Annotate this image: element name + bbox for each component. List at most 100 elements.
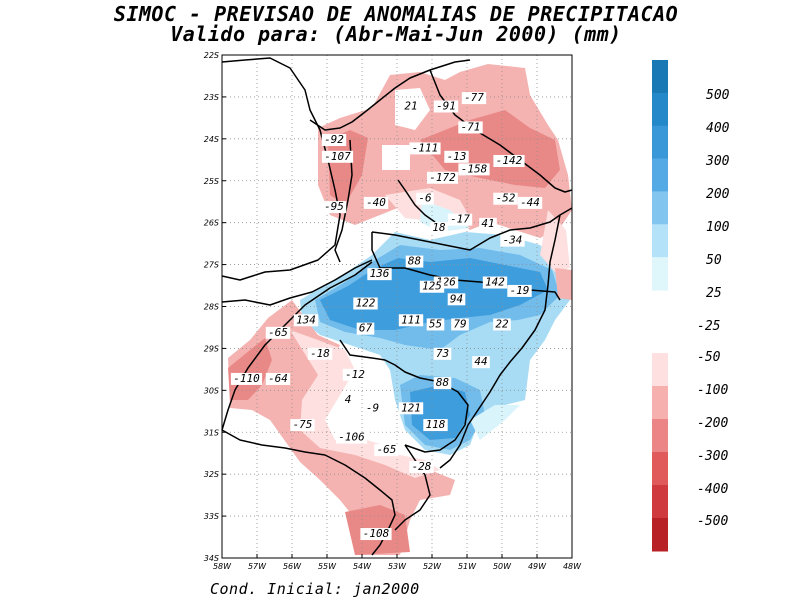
legend-swatch [652, 419, 668, 453]
value-label-bg [335, 431, 368, 444]
legend-swatch [652, 257, 668, 291]
value-label: -77 [464, 91, 484, 104]
lon-tick-label: 49W [528, 562, 547, 571]
value-label-bg [444, 150, 469, 163]
value-label-bg [405, 255, 424, 268]
lon-tick-label: 54W [353, 562, 372, 571]
value-label: 41 [481, 217, 494, 230]
lat-tick-label: 23S [204, 93, 219, 102]
value-label: 125 [422, 280, 442, 293]
lat-tick-label: 29S [204, 344, 219, 353]
legend-label: 400 [706, 121, 730, 136]
value-label-bg [479, 217, 497, 230]
value-label: 142 [485, 276, 505, 289]
value-label: -6 [418, 192, 432, 205]
value-label-bg [367, 268, 392, 281]
value-label: -9 [366, 401, 379, 414]
legend-swatch [652, 92, 668, 127]
value-label: -95 [324, 200, 344, 213]
value-label: -65 [377, 443, 397, 456]
value-label-bg [321, 150, 354, 163]
legend-label: -300 [697, 449, 728, 464]
value-label: -172 [429, 171, 456, 184]
value-label-bg [416, 192, 434, 205]
value-label: -13 [447, 150, 467, 163]
parana-west-border [334, 139, 353, 263]
lagoa-line [394, 444, 431, 531]
anomaly-value-labels: 21 -91 -77 -71 -92 -107 -111 -13 -142 -158 -172 -52… [230, 91, 543, 541]
legend-label: -500 [697, 514, 728, 529]
legend-swatch [652, 386, 668, 420]
legend-label: -50 [697, 350, 721, 365]
legend-swatch [652, 224, 668, 258]
pos-faint-south [470, 405, 520, 440]
value-label: -75 [293, 418, 313, 431]
value-label: 134 [296, 313, 316, 326]
lat-tick-label: 33S [204, 512, 219, 521]
value-label-bg [423, 419, 448, 432]
neg-small-east [555, 268, 572, 300]
value-label-bg [265, 372, 291, 385]
value-label: 118 [426, 418, 446, 431]
value-label-bg [360, 528, 392, 541]
lat-tick-label: 27S [204, 261, 219, 270]
lon-tick-label: 53W [388, 562, 407, 571]
neg-faint-rs [290, 330, 440, 478]
value-label-bg [363, 402, 382, 415]
map-subtitle: Valido para: (Abr-Mai-Jun 2000) (mm) [170, 22, 622, 46]
value-label-bg [433, 100, 459, 113]
legend-swatch [652, 452, 668, 486]
value-label-bg [419, 280, 445, 293]
value-label: 111 [401, 313, 421, 326]
value-label-bg [458, 121, 483, 134]
color-legend: 500 400 300 200 100 50 25 -25 -50 -100 -200 -300 -40… [652, 60, 730, 552]
value-label: 79 [453, 317, 466, 330]
legend-swatch [652, 191, 668, 225]
value-label-bg [307, 347, 333, 360]
value-label-bg [517, 196, 543, 209]
value-label-bg [342, 368, 368, 381]
value-label: 136 [370, 267, 390, 280]
lat-tick-label: 24S [204, 135, 219, 144]
legend-swatch [652, 485, 668, 519]
value-label: 73 [436, 347, 449, 360]
legend-label: 25 [706, 286, 722, 301]
parana-north-border [309, 59, 471, 131]
value-label: -40 [366, 196, 386, 209]
value-label: -28 [412, 460, 432, 473]
value-label-bg [356, 322, 375, 335]
value-label-bg [461, 92, 487, 105]
value-label-bg [433, 377, 452, 390]
value-label-bg [430, 222, 448, 235]
value-label: -52 [496, 192, 516, 205]
uruguay-border [221, 429, 396, 556]
parana-sc-border [371, 207, 573, 251]
value-label: -142 [496, 154, 523, 167]
legend-label: -200 [697, 416, 728, 431]
value-label-bg [493, 154, 525, 167]
legend-swatch [652, 320, 668, 354]
value-label-bg [402, 100, 420, 113]
border-lower [221, 259, 373, 306]
value-label: 122 [356, 297, 376, 310]
value-label: -107 [324, 150, 351, 163]
value-label-bg [293, 314, 319, 327]
value-label-bg [426, 171, 459, 184]
value-label-bg [507, 284, 532, 297]
lon-tick-label: 58W [213, 562, 232, 571]
lat-tick-label: 30S [204, 386, 219, 395]
value-label-bg [342, 393, 354, 406]
legend-swatch [652, 158, 668, 192]
value-label-bg [493, 318, 511, 331]
value-label-bg [451, 318, 469, 331]
value-label: 94 [450, 292, 463, 305]
neg-region-rs-west [228, 300, 455, 555]
value-label: 55 [429, 317, 442, 330]
value-label-bg [321, 201, 347, 214]
value-label: 22 [495, 317, 509, 330]
lat-tick-label: 32S [204, 470, 219, 479]
value-label: 88 [408, 255, 422, 268]
value-label: -158 [461, 162, 488, 175]
value-label: -19 [510, 284, 530, 297]
value-label-bg [321, 134, 347, 147]
